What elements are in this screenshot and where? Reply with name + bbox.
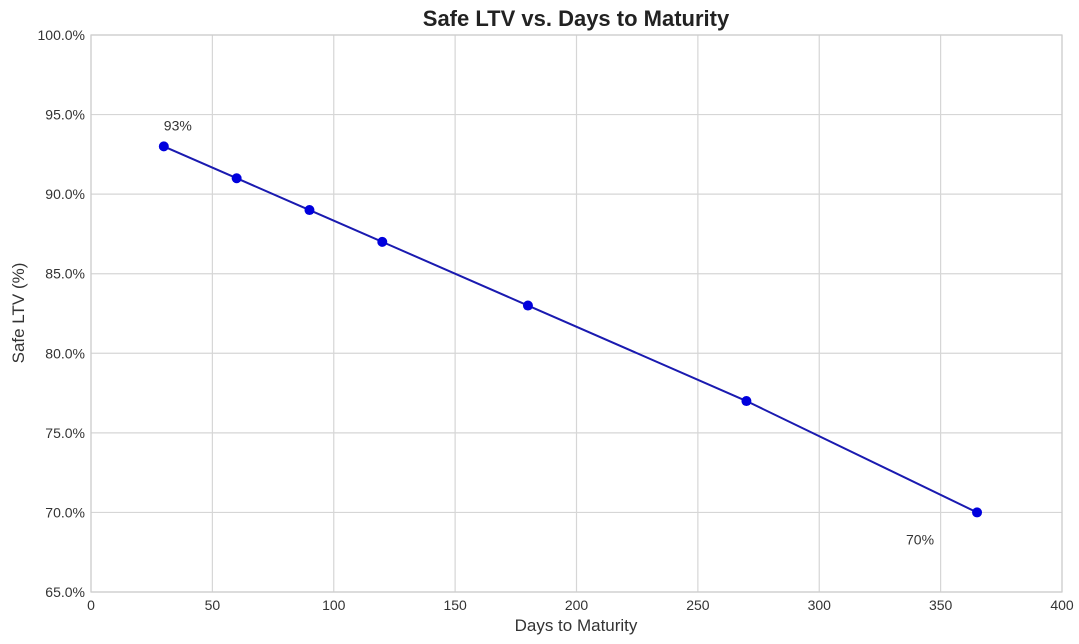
x-tick-label: 300 <box>808 597 832 613</box>
y-tick-label: 75.0% <box>45 425 85 441</box>
x-axis-label: Days to Maturity <box>515 616 638 635</box>
y-tick-label: 65.0% <box>45 584 85 600</box>
y-tick-label: 80.0% <box>45 345 85 361</box>
data-label: 70% <box>906 531 934 547</box>
y-tick-label: 85.0% <box>45 266 85 282</box>
series-line <box>163 145 978 514</box>
y-tick-label: 70.0% <box>45 504 85 520</box>
x-tick-label: 350 <box>929 597 953 613</box>
data-point <box>522 300 533 311</box>
data-point <box>231 173 242 184</box>
x-tick-label: 100 <box>322 597 346 613</box>
x-tick-label: 0 <box>87 597 95 613</box>
data-point <box>304 205 315 216</box>
y-tick-label: 100.0% <box>38 27 85 43</box>
y-tick-label: 95.0% <box>45 107 85 123</box>
x-tick-label: 50 <box>205 597 221 613</box>
x-tick-label: 200 <box>565 597 589 613</box>
y-tick-label: 90.0% <box>45 186 85 202</box>
data-point <box>377 236 388 247</box>
x-tick-label: 150 <box>443 597 467 613</box>
chart-title: Safe LTV vs. Days to Maturity <box>423 6 730 31</box>
plot-frame <box>90 34 1063 593</box>
data-point <box>741 396 752 407</box>
data-point <box>972 507 983 518</box>
data-point <box>158 141 169 152</box>
data-label: 93% <box>164 117 192 133</box>
x-tick-label: 400 <box>1050 597 1074 613</box>
x-tick-label: 250 <box>686 597 710 613</box>
y-axis-label: Safe LTV (%) <box>9 263 28 364</box>
